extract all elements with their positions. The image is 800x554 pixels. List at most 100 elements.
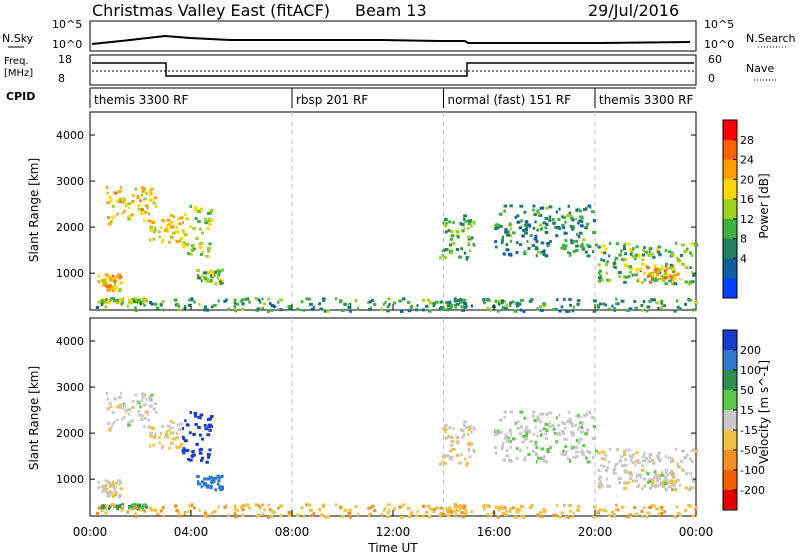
velocity-cell — [114, 491, 118, 495]
power-cell — [641, 253, 645, 257]
power-cell — [677, 259, 681, 263]
power-cell — [508, 233, 512, 237]
velocity-cell — [592, 505, 597, 509]
power-cell — [367, 307, 371, 311]
velocity-cell — [565, 515, 569, 519]
velocity-cell — [182, 447, 186, 451]
power-cell — [592, 309, 597, 313]
power-cell — [455, 247, 460, 251]
power-cell — [176, 226, 179, 230]
velocity-cell — [187, 457, 190, 461]
velocity-cell — [270, 514, 274, 518]
velocity-cell — [657, 512, 660, 516]
power-cell — [635, 306, 638, 310]
velocity-cell — [112, 480, 115, 484]
velocity-cell — [688, 486, 693, 490]
power-cell — [407, 309, 412, 313]
velocity-cell — [279, 504, 284, 508]
power-cell — [196, 269, 200, 273]
velocity-cell — [598, 508, 603, 512]
power-cell — [186, 217, 190, 221]
velocity-cell — [190, 503, 194, 507]
power-cell — [144, 204, 149, 208]
power-cell — [151, 220, 155, 224]
velocity-cell — [178, 445, 182, 449]
velocity-cell — [572, 511, 575, 515]
colorbar-swatch — [723, 159, 737, 180]
velocity-cell — [690, 460, 694, 464]
velocity-cell — [514, 421, 517, 425]
power-cell — [628, 270, 633, 274]
power-cell — [651, 252, 654, 256]
velocity-cell — [210, 511, 214, 515]
velocity-cell — [166, 429, 169, 433]
velocity-cell — [579, 415, 582, 419]
velocity-cell — [189, 410, 192, 414]
velocity-cell — [614, 462, 619, 466]
velocity-cell — [137, 504, 141, 508]
velocity-cell — [539, 514, 544, 518]
velocity-cell — [169, 431, 174, 435]
power-cell — [468, 219, 473, 223]
power-cell — [590, 210, 595, 214]
velocity-cell — [444, 436, 448, 440]
power-cell — [177, 304, 181, 308]
power-cell — [576, 299, 581, 303]
power-cell — [233, 301, 237, 305]
velocity-cell — [632, 453, 635, 457]
x-tick-label: 12:00 — [376, 525, 411, 539]
velocity-cell — [562, 422, 567, 426]
power-cell — [568, 297, 572, 301]
power-cell — [169, 220, 174, 224]
velocity-cell — [106, 481, 110, 485]
power-cell — [612, 265, 615, 269]
power-cell — [523, 210, 527, 214]
velocity-cell — [422, 504, 426, 508]
velocity-cell — [482, 507, 487, 511]
velocity-cell — [538, 511, 543, 515]
velocity-cell — [367, 513, 371, 517]
power-cell — [584, 250, 588, 254]
power-cell — [108, 195, 112, 199]
power-cell — [127, 217, 131, 221]
velocity-cell — [149, 431, 154, 435]
power-cell — [500, 241, 504, 245]
power-cell — [684, 302, 687, 306]
power-cell — [123, 198, 126, 202]
power-cell — [656, 268, 661, 272]
velocity-cell — [196, 480, 200, 484]
velocity-cell — [439, 462, 442, 466]
power-cell — [199, 252, 203, 256]
velocity-cell — [675, 505, 679, 509]
velocity-cell — [509, 507, 513, 511]
velocity-cell — [472, 426, 476, 430]
velocity-cell — [206, 453, 211, 457]
velocity-cell — [594, 449, 598, 453]
power-cell — [106, 191, 109, 195]
power-cell — [567, 309, 571, 313]
power-cell — [305, 297, 309, 301]
power-cell — [166, 223, 169, 227]
power-cell — [414, 308, 419, 312]
velocity-cell — [539, 433, 543, 437]
velocity-cell — [462, 506, 466, 510]
power-cell — [641, 281, 644, 285]
power-cell — [684, 266, 689, 270]
power-cell — [640, 303, 644, 307]
power-cell — [444, 230, 448, 234]
velocity-cell — [692, 448, 696, 452]
velocity-cell — [613, 513, 617, 517]
power-cell — [524, 231, 529, 235]
velocity-cell — [681, 468, 684, 472]
velocity-cell — [199, 413, 204, 417]
velocity-cell — [508, 510, 512, 514]
power-cell — [182, 241, 186, 245]
velocity-cell — [522, 515, 526, 519]
power-cell — [112, 274, 115, 278]
velocity-cell — [154, 410, 158, 414]
power-cell — [463, 251, 467, 255]
velocity-cell — [650, 477, 654, 481]
power-cell — [115, 275, 118, 279]
power-cell — [195, 236, 199, 240]
